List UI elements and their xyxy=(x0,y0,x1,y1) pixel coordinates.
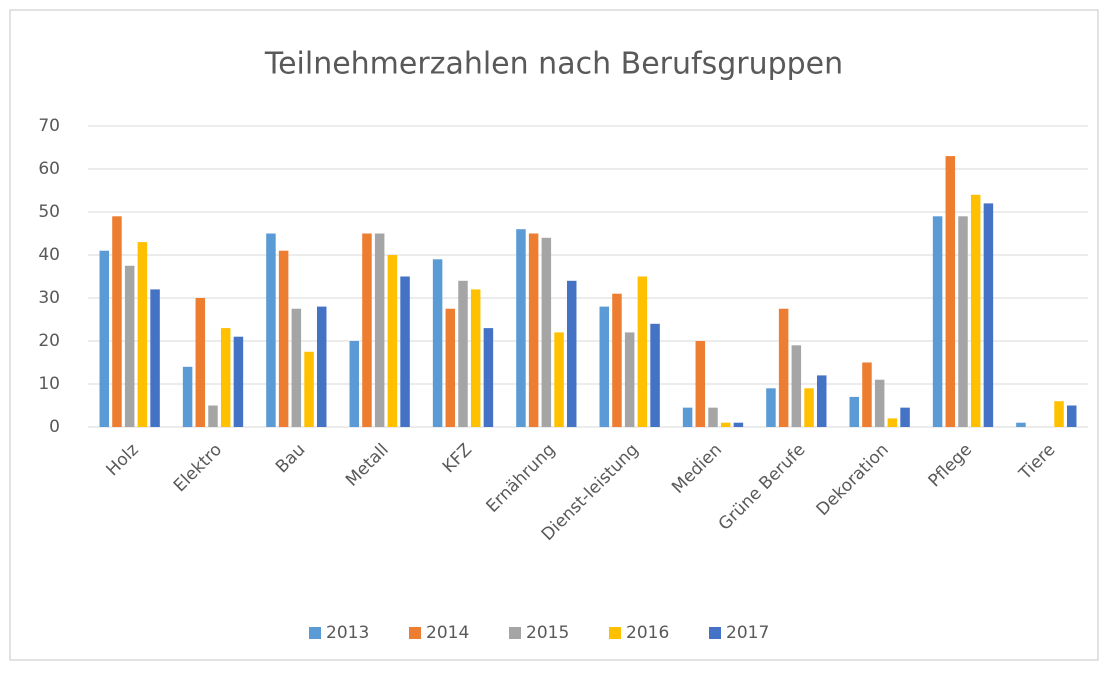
bar xyxy=(682,407,693,427)
legend-label: 2014 xyxy=(426,623,469,643)
legend-swatch xyxy=(509,627,521,639)
bar xyxy=(112,216,122,427)
bar xyxy=(208,405,218,427)
bar xyxy=(874,379,885,427)
bar xyxy=(278,250,289,427)
bar xyxy=(137,242,148,427)
y-tick-label: 10 xyxy=(38,374,60,394)
bar xyxy=(958,216,968,427)
bar xyxy=(374,233,385,427)
y-tick-label: 50 xyxy=(38,202,60,222)
bar xyxy=(650,323,660,427)
legend-swatch xyxy=(409,627,421,639)
bar xyxy=(599,306,610,427)
bar xyxy=(887,418,898,427)
bar xyxy=(778,308,789,427)
bar xyxy=(150,289,160,427)
bar xyxy=(637,276,648,427)
chart-title: Teilnehmerzahlen nach Berufsgruppen xyxy=(264,47,843,82)
bar xyxy=(624,332,635,427)
legend-swatch xyxy=(309,627,321,639)
bar xyxy=(695,341,706,427)
y-tick-label: 30 xyxy=(38,288,60,308)
y-tick-label: 40 xyxy=(38,245,60,265)
bar xyxy=(483,328,494,427)
bar xyxy=(362,233,372,427)
bar xyxy=(316,306,327,427)
bar xyxy=(195,298,206,427)
bar xyxy=(445,308,456,427)
bar xyxy=(99,250,110,427)
bar xyxy=(932,216,943,427)
bar xyxy=(849,396,860,427)
bar xyxy=(458,280,468,427)
bar xyxy=(432,259,443,427)
bar xyxy=(804,388,814,427)
bar xyxy=(124,265,135,427)
bar xyxy=(233,336,244,427)
bar xyxy=(1016,422,1026,427)
bar xyxy=(983,203,994,427)
bar xyxy=(400,276,410,427)
bar xyxy=(945,156,956,427)
bar xyxy=(566,280,577,427)
bar xyxy=(304,351,314,427)
bar xyxy=(220,328,231,427)
bar xyxy=(733,422,744,427)
bar xyxy=(387,255,398,427)
bar xyxy=(1054,401,1064,427)
bar xyxy=(470,289,481,427)
bar xyxy=(612,293,622,427)
legend-swatch xyxy=(709,627,721,639)
y-tick-label: 70 xyxy=(38,116,60,136)
legend-label: 2016 xyxy=(626,623,669,643)
bar xyxy=(970,194,981,427)
legend-label: 2013 xyxy=(326,623,369,643)
bar xyxy=(720,422,731,427)
bar xyxy=(291,308,302,427)
bar xyxy=(708,407,718,427)
bar xyxy=(349,341,360,427)
bar xyxy=(516,229,526,427)
bar xyxy=(766,388,776,427)
bar xyxy=(791,345,802,427)
y-tick-label: 20 xyxy=(38,331,60,351)
chart-frame xyxy=(9,9,1099,661)
bar xyxy=(266,233,276,427)
bar xyxy=(862,362,872,427)
bar xyxy=(541,237,552,427)
legend-label: 2015 xyxy=(526,623,569,643)
y-tick-label: 0 xyxy=(49,417,60,437)
bar xyxy=(528,233,539,427)
bar xyxy=(182,366,193,427)
bar xyxy=(900,407,910,427)
legend-label: 2017 xyxy=(726,623,769,643)
bar xyxy=(1066,405,1077,427)
legend-swatch xyxy=(609,627,621,639)
bar xyxy=(816,375,827,427)
y-tick-label: 60 xyxy=(38,159,60,179)
bar xyxy=(554,332,564,427)
